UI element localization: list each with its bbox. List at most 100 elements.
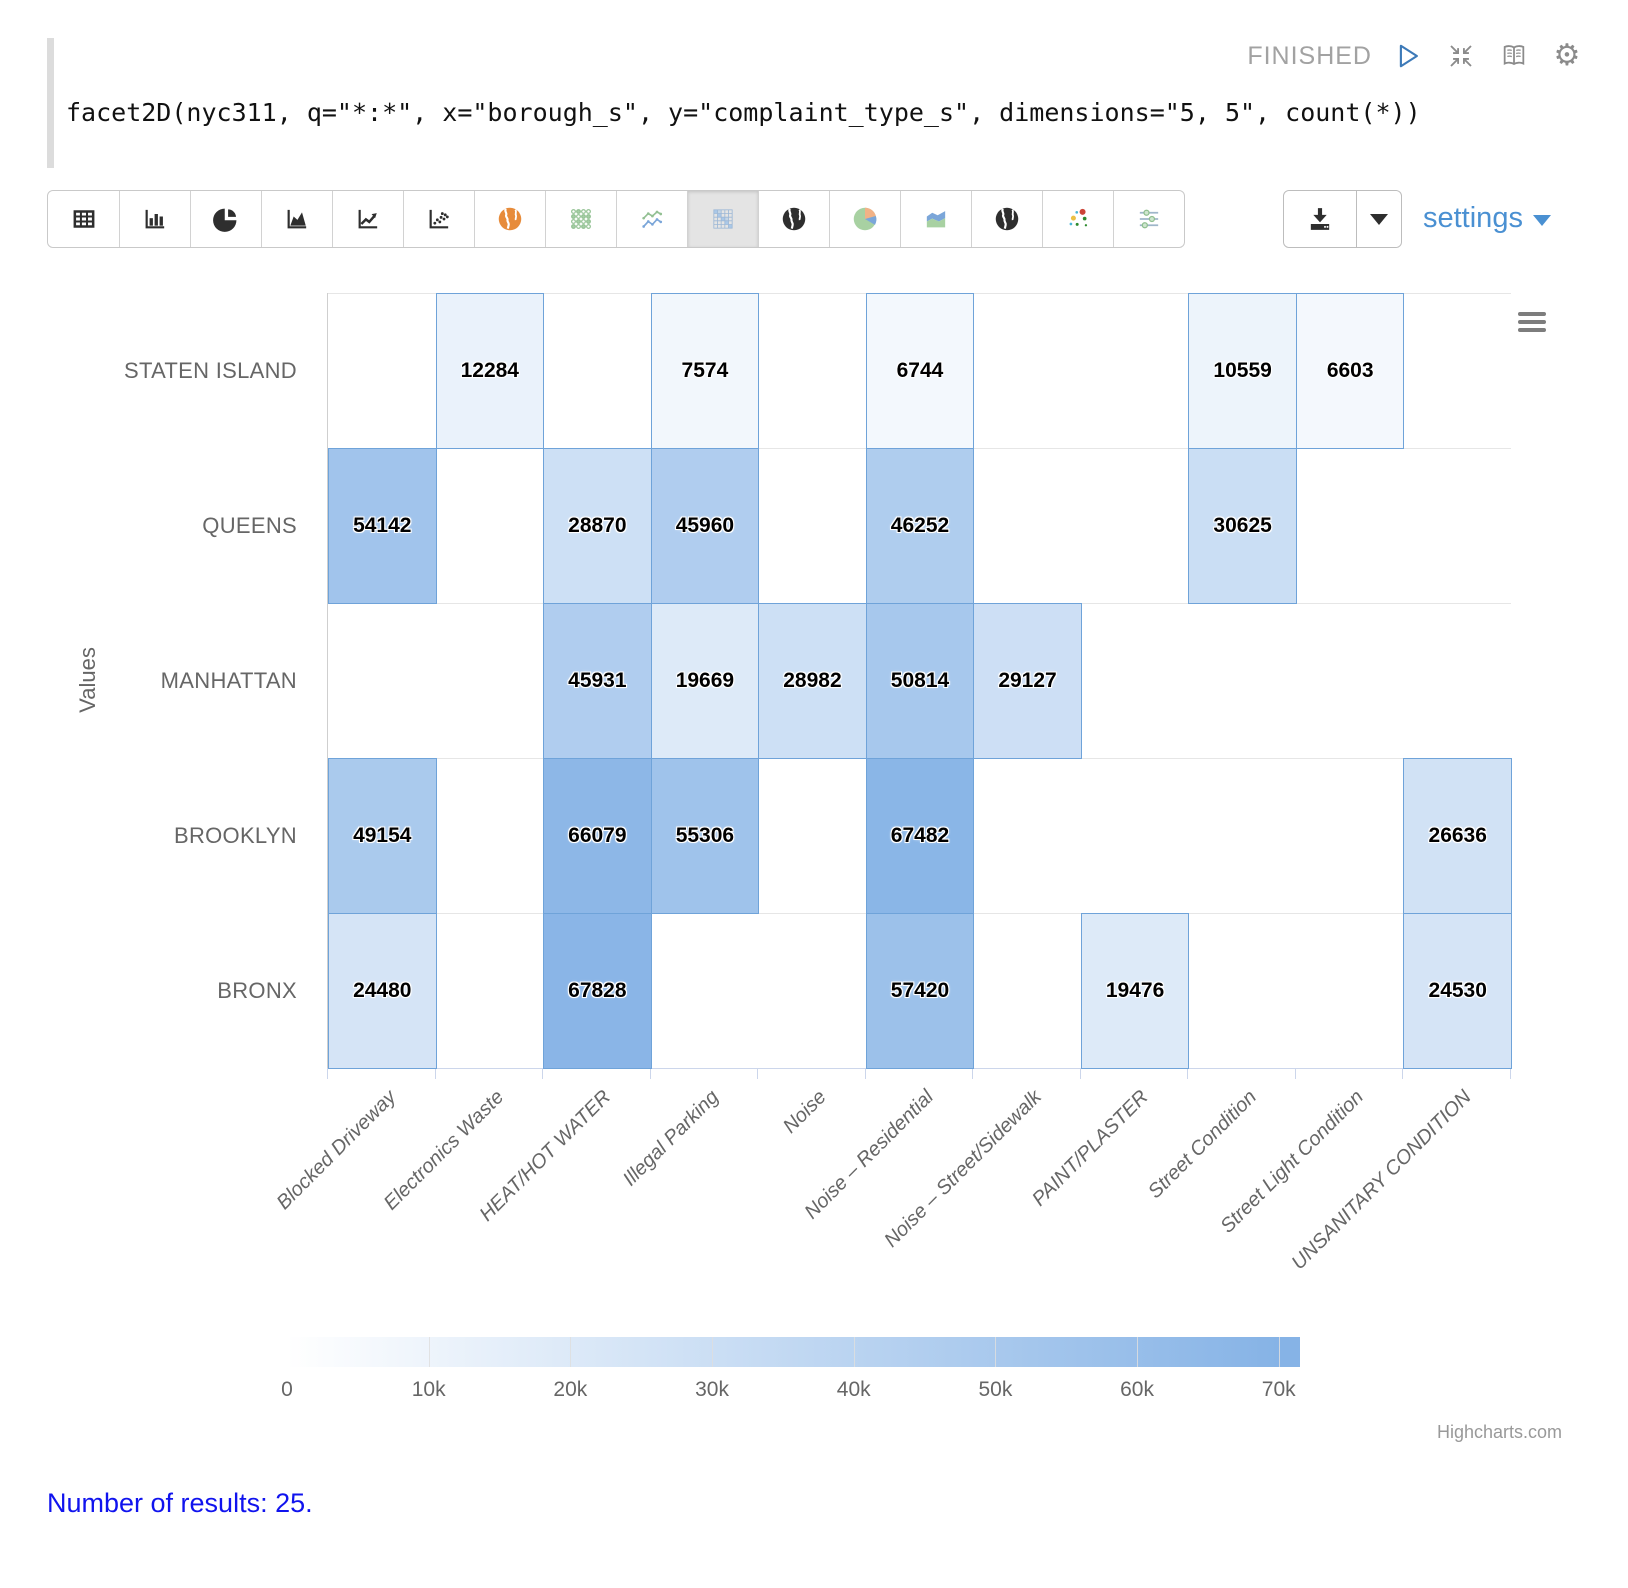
- globe2-icon[interactable]: [971, 191, 1042, 247]
- heatmap-cell[interactable]: 45960: [650, 448, 760, 604]
- download-options-caret[interactable]: [1356, 191, 1401, 247]
- heatmap-cell[interactable]: 46252: [865, 448, 975, 604]
- heatmap-cell[interactable]: 30625: [1188, 448, 1297, 604]
- heatmap-cell[interactable]: 29127: [973, 603, 1082, 759]
- heatmap-cell[interactable]: 6603: [1295, 293, 1405, 449]
- paragraph-status-row: FINISHED ⚙: [1247, 36, 1584, 76]
- cell-value-label: 6603: [1326, 359, 1374, 382]
- result-count-note: Number of results: 25.: [47, 1488, 313, 1518]
- heatmap-cell[interactable]: 10559: [1188, 293, 1297, 449]
- x-axis-tick: [1079, 1069, 1081, 1079]
- settings-button[interactable]: settings: [1423, 190, 1551, 246]
- cell-value-label: 19669: [675, 669, 735, 692]
- status-label: FINISHED: [1247, 41, 1372, 70]
- multi-line-chart-icon[interactable]: [616, 191, 687, 247]
- chevron-down-icon: [1532, 214, 1551, 226]
- chart-menu-icon[interactable]: [1518, 312, 1546, 336]
- heatmap-cell[interactable]: 12284: [435, 293, 545, 449]
- y-axis-label: STATEN ISLAND: [123, 357, 297, 383]
- cell-value-label: 30625: [1213, 514, 1272, 537]
- line-chart-icon[interactable]: [332, 191, 403, 247]
- y-axis-label: BRONX: [217, 977, 297, 1003]
- heatmap-cell[interactable]: 45931: [543, 603, 652, 759]
- cell-value-label: 67482: [890, 824, 950, 847]
- x-axis-tick: [1402, 1069, 1404, 1079]
- heatmap-cell[interactable]: 54142: [328, 448, 437, 604]
- heatmap-cell[interactable]: 67482: [865, 758, 975, 914]
- heatmap-chart: Values STATEN ISLAND QUEENS MANHATTAN BROOK…: [40, 270, 1580, 1465]
- cell-value-label: 26636: [1428, 824, 1487, 847]
- gear-icon[interactable]: ⚙: [1550, 39, 1584, 73]
- y-axis-label: BROOKLYN: [173, 822, 297, 848]
- run-play-icon[interactable]: [1391, 39, 1425, 73]
- highcharts-credits-link[interactable]: Highcharts.com: [1436, 1422, 1562, 1442]
- code-editor-line[interactable]: facet2D(nyc311, q="*:*", x="borough_s", …: [66, 98, 1421, 127]
- heatmap-cell[interactable]: 19669: [650, 603, 760, 759]
- cell-value-label: 67828: [568, 979, 627, 1002]
- parallel-sliders-icon[interactable]: [1113, 191, 1184, 247]
- legend-tick-label: 60k: [1120, 1378, 1154, 1401]
- legend-tick-label: 70k: [1261, 1378, 1296, 1401]
- x-axis-tick: [972, 1069, 974, 1079]
- heatmap-cell[interactable]: 28870: [543, 448, 652, 604]
- heatmap-cell[interactable]: 24530: [1403, 913, 1512, 1069]
- color-pie-icon[interactable]: [829, 191, 900, 247]
- bubble-chart-icon[interactable]: [1042, 191, 1113, 247]
- cell-value-label: 28982: [783, 669, 842, 692]
- heatmap-cell[interactable]: 50814: [865, 603, 975, 759]
- bar-chart-icon[interactable]: [119, 191, 190, 247]
- map-globe-orange-icon[interactable]: [474, 191, 545, 247]
- cell-value-label: 66079: [568, 824, 627, 847]
- cell-value-label: 29127: [998, 669, 1057, 692]
- y-axis-label: MANHATTAN: [160, 667, 297, 693]
- x-axis-label: PAINT/PLASTER: [1028, 1086, 1154, 1211]
- cell-value-label: 57420: [890, 979, 950, 1002]
- dot-matrix-icon[interactable]: [545, 191, 616, 247]
- x-axis-tick: [542, 1069, 544, 1079]
- legend-tick: [853, 1337, 855, 1367]
- heatmap-cell[interactable]: 24480: [328, 913, 437, 1069]
- globe-icon[interactable]: [758, 191, 829, 247]
- heatmap-cell[interactable]: 66079: [543, 758, 652, 914]
- cell-value-label: 55306: [675, 824, 735, 847]
- x-axis-tick: [649, 1069, 651, 1079]
- legend-tick: [995, 1337, 997, 1367]
- table-icon[interactable]: [48, 191, 119, 247]
- legend-tick-label: 20k: [553, 1378, 588, 1401]
- color-legend-bar: [287, 1337, 1300, 1367]
- heatmap-cell[interactable]: 6744: [865, 293, 975, 449]
- x-axis-tick: [1510, 1069, 1511, 1079]
- download-icon[interactable]: [1284, 191, 1356, 247]
- scatter-plot-icon[interactable]: [403, 191, 474, 247]
- y-axis-label: QUEENS: [202, 512, 297, 538]
- heatmap-cell[interactable]: 67828: [543, 913, 652, 1069]
- collapse-icon[interactable]: [1444, 39, 1478, 73]
- x-axis-label: Street Condition: [1143, 1086, 1261, 1203]
- pie-chart-icon[interactable]: [190, 191, 261, 247]
- cell-value-label: 19476: [1105, 979, 1165, 1002]
- legend-tick: [570, 1337, 572, 1367]
- heatmap-cell[interactable]: 49154: [328, 758, 437, 914]
- cell-value-label: 24480: [353, 979, 412, 1002]
- cell-value-label: 50814: [890, 669, 950, 692]
- stacked-area-icon[interactable]: [900, 191, 971, 247]
- cell-value-label: 45960: [675, 514, 735, 537]
- heatmap-cell[interactable]: 57420: [865, 913, 975, 1069]
- book-icon[interactable]: [1497, 39, 1531, 73]
- heatmap-cell[interactable]: 28982: [758, 603, 867, 759]
- x-axis-label: UNSANITARY CONDITION: [1287, 1086, 1476, 1275]
- heatmap-icon[interactable]: [687, 191, 758, 247]
- heatmap-cell[interactable]: 19476: [1080, 913, 1190, 1069]
- heatmap-cell[interactable]: 7574: [650, 293, 760, 449]
- settings-label: settings: [1423, 201, 1523, 234]
- x-axis-label: Noise: [778, 1086, 831, 1138]
- heatmap-cell[interactable]: 26636: [1403, 758, 1512, 914]
- download-split-button: [1283, 190, 1402, 248]
- chart-type-toolbar: [47, 190, 1185, 248]
- legend-tick-label: 40k: [836, 1378, 871, 1401]
- heatmap-cell[interactable]: 55306: [650, 758, 760, 914]
- area-chart-icon[interactable]: [261, 191, 332, 247]
- plot-area: 12284 7574 6744 10559 6603 54142 28870 45960 462…: [327, 293, 1512, 1069]
- x-axis-label: Illegal Parking: [618, 1086, 723, 1191]
- cell-value-label: 46252: [890, 514, 950, 537]
